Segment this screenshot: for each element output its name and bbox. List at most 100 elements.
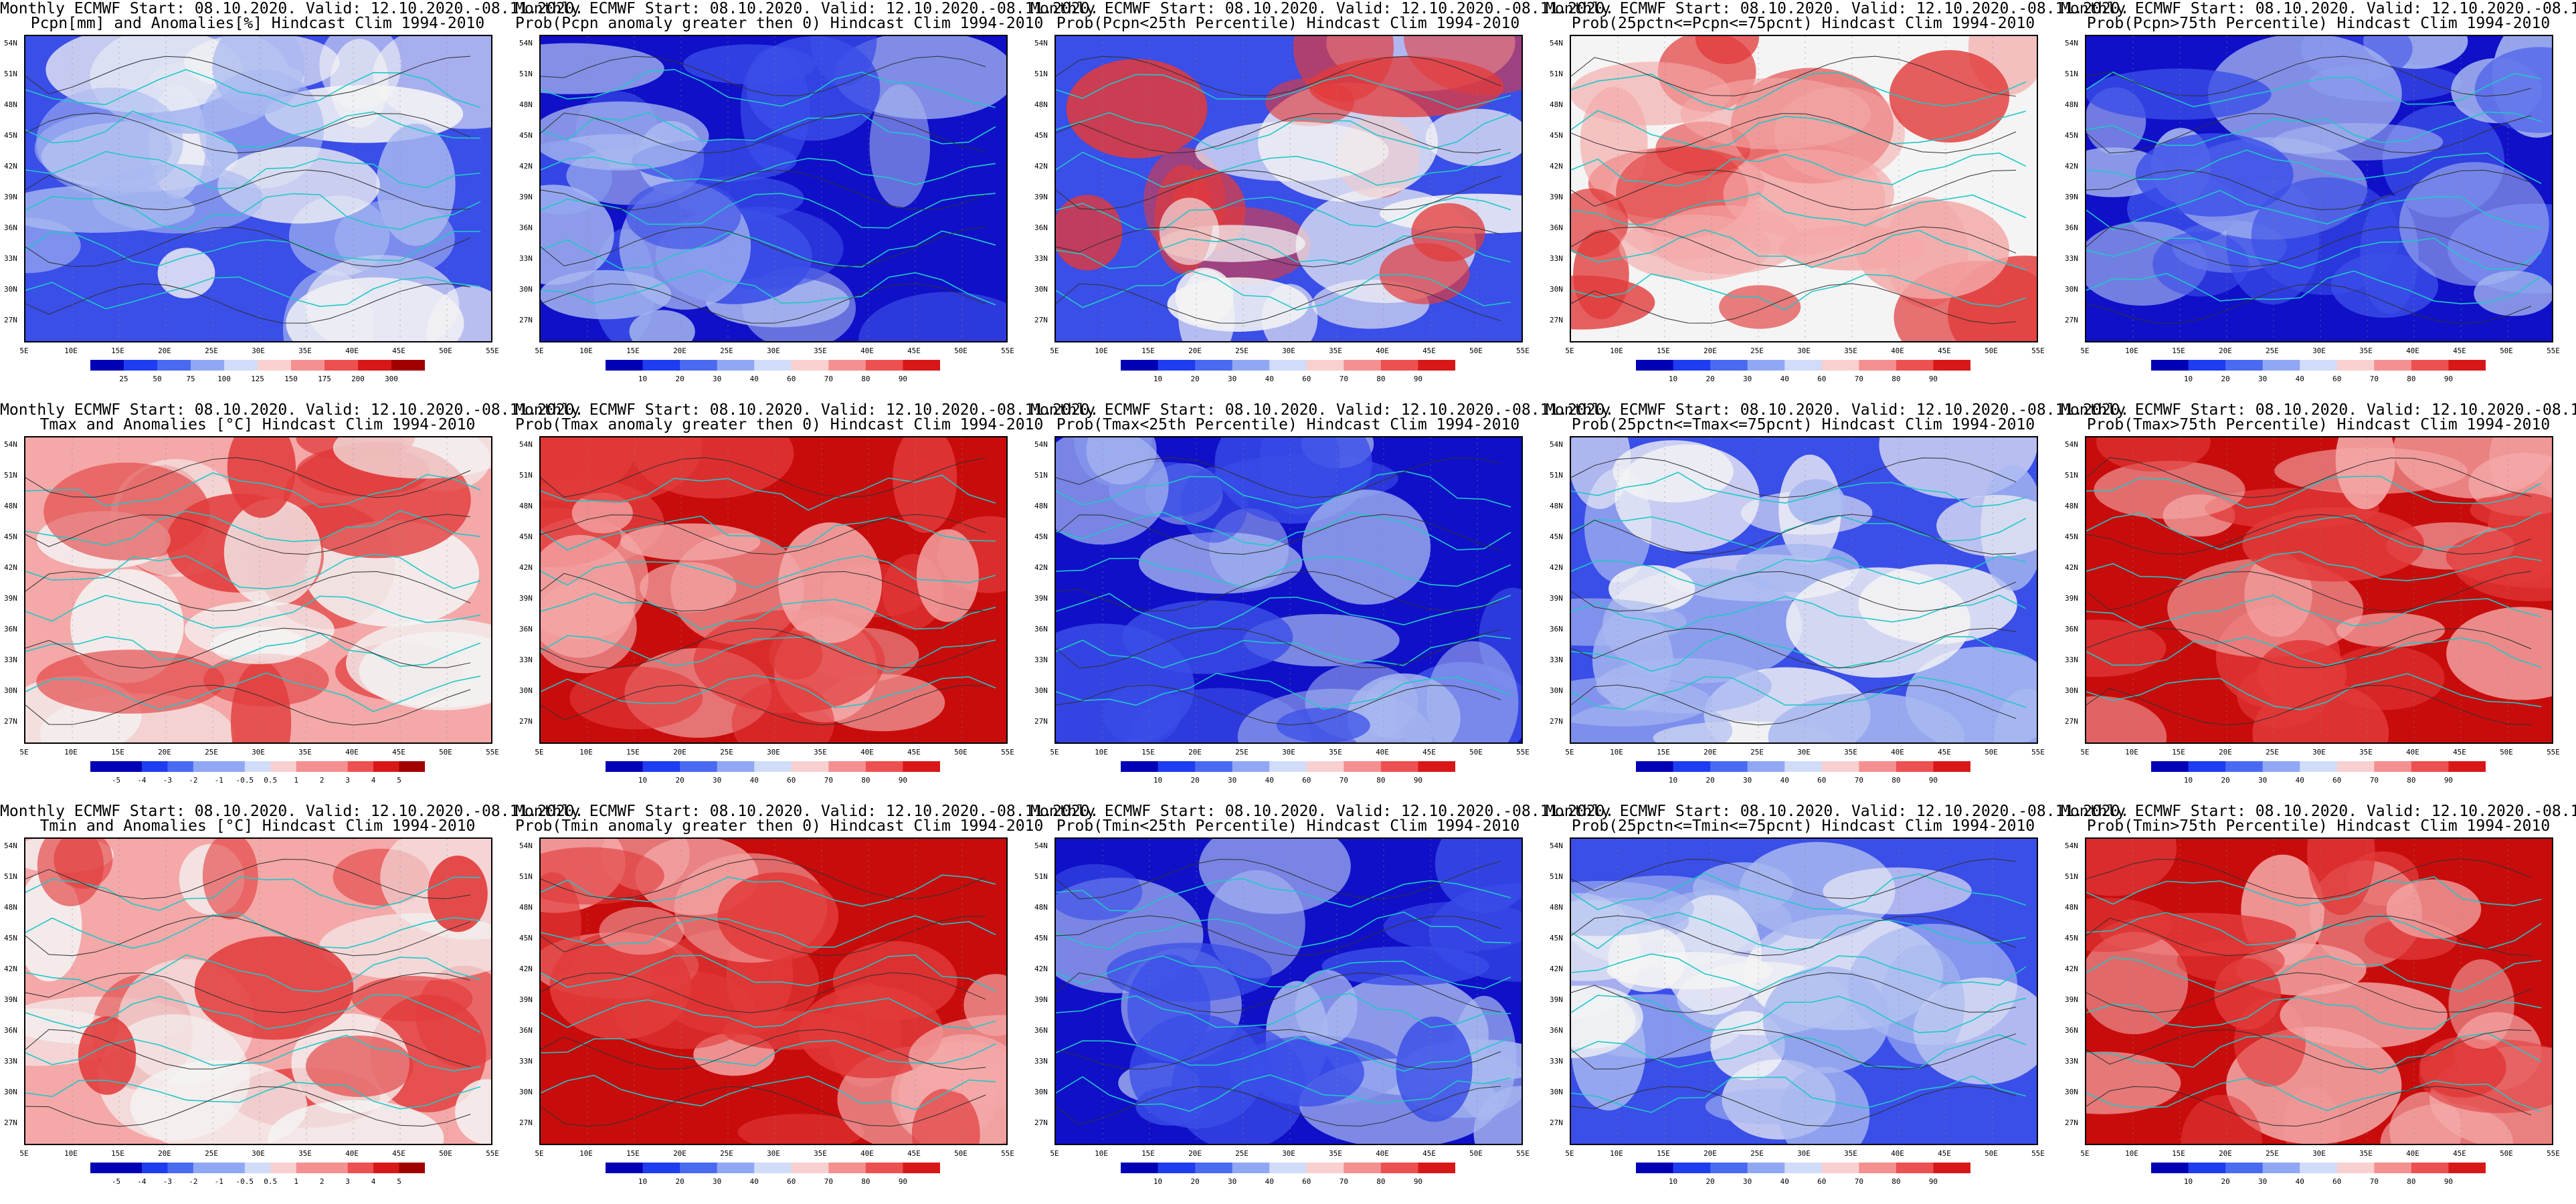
colorbar-label: 0.5 xyxy=(264,776,278,785)
lon-label: 30E xyxy=(252,346,265,355)
lon-label: 50E xyxy=(1469,748,1483,757)
colorbar-segment xyxy=(90,761,116,772)
colorbar-label: 30 xyxy=(2258,375,2268,383)
field-blob xyxy=(2273,122,2444,161)
lon-label: 15E xyxy=(1657,346,1670,355)
panel-title-line1: Monthly ECMWF Start: 08.10.2020. Valid: … xyxy=(515,0,1099,17)
colorbar-segment xyxy=(2151,360,2189,371)
contour-line xyxy=(25,972,471,1013)
colorbar-label: -1 xyxy=(214,1177,223,1186)
lat-label: 27N xyxy=(519,1118,533,1127)
lat-label: 54N xyxy=(1034,841,1048,850)
lat-label: 33N xyxy=(1550,254,1563,263)
lon-label: 40E xyxy=(345,1149,359,1158)
colorbar-segment xyxy=(2225,360,2264,371)
lon-label: 20E xyxy=(673,1149,686,1158)
lon-label: 45E xyxy=(1422,346,1436,355)
colorbar-label: 30 xyxy=(1228,776,1237,785)
colorbar-label: 30 xyxy=(1743,1177,1752,1186)
lon-label: 35E xyxy=(1844,1149,1857,1158)
colorbar-label: 10 xyxy=(1153,776,1163,785)
lat-label: 36N xyxy=(2065,223,2078,232)
lat-label: 54N xyxy=(2065,841,2078,850)
lat-label: 39N xyxy=(519,995,533,1004)
coastline xyxy=(541,915,996,948)
field-blob xyxy=(778,522,883,643)
coastline xyxy=(2086,912,2542,950)
field-blob xyxy=(1889,49,2010,143)
colorbar-label: -2 xyxy=(189,1177,198,1186)
lon-label: 35E xyxy=(2359,748,2373,757)
colorbar-segment xyxy=(373,761,400,772)
lon-label: 50E xyxy=(954,346,968,355)
panel-title-line2: Prob(25pctn<=Pcpn<=75pcnt) Hindcast Clim… xyxy=(1571,15,2035,32)
lat-label: 27N xyxy=(4,717,17,726)
colorbar-segment xyxy=(191,360,225,371)
field-blob xyxy=(768,630,823,680)
colorbar xyxy=(2151,760,2486,775)
lat-label: 42N xyxy=(1034,965,1048,973)
colorbar-label: 80 xyxy=(1892,375,1901,383)
lon-label: 5E xyxy=(535,346,544,355)
coastline xyxy=(1056,112,1511,150)
map-area xyxy=(539,837,1008,1145)
lat-label: 36N xyxy=(519,1026,533,1035)
coastline xyxy=(1056,511,1511,550)
colorbar-label: 20 xyxy=(1190,776,1200,785)
field-blob xyxy=(2380,1103,2513,1144)
lon-label: 25E xyxy=(1750,346,1764,355)
lat-label: 51N xyxy=(4,471,17,480)
colorbar-label: 4 xyxy=(371,1177,376,1186)
contour-line xyxy=(25,283,471,324)
field-blob xyxy=(869,84,931,208)
contour-line xyxy=(1056,113,1501,154)
lon-label: 45E xyxy=(392,346,405,355)
field-blob xyxy=(1127,955,1211,1062)
field-blob xyxy=(1473,1086,1522,1144)
coastline xyxy=(1571,872,2027,910)
contour-line xyxy=(1056,1086,1501,1127)
field-blob xyxy=(916,529,979,622)
lat-label: 30N xyxy=(2065,686,2078,695)
lon-label: 40E xyxy=(2406,1149,2419,1158)
lon-label: 15E xyxy=(1657,1149,1670,1158)
contour-line xyxy=(1056,571,1501,612)
field-blob xyxy=(227,437,296,518)
lon-label: 50E xyxy=(2500,1149,2513,1158)
colorbar-segment xyxy=(606,360,644,371)
contour-line xyxy=(1571,684,2017,726)
panel-title-line2: Prob(Tmax<25th Percentile) Hindcast Clim… xyxy=(1056,416,1520,433)
lon-label: 50E xyxy=(1985,346,1998,355)
colorbar-segment xyxy=(244,1163,271,1173)
lat-label: 45N xyxy=(1034,934,1048,942)
lon-label: 50E xyxy=(1985,1149,1998,1158)
lon-label: 30E xyxy=(1282,748,1295,757)
lat-label: 51N xyxy=(519,872,533,881)
colorbar-label: 60 xyxy=(2332,1177,2342,1186)
map-panel: Monthly ECMWF Start: 08.10.2020. Valid: … xyxy=(2061,0,2576,401)
field-blob xyxy=(268,1100,444,1144)
coastline xyxy=(1571,676,2027,710)
colorbar-segment xyxy=(1710,360,1748,371)
colorbar-segment xyxy=(606,761,644,772)
map-panel: Monthly ECMWF Start: 08.10.2020. Valid: … xyxy=(515,803,1099,1204)
field-blob xyxy=(92,164,264,234)
colorbar-segment xyxy=(2225,1163,2264,1173)
contour-line xyxy=(541,1086,986,1127)
coastline xyxy=(1056,955,1511,989)
coastline xyxy=(25,69,481,108)
lat-label: 30N xyxy=(1034,285,1048,294)
lat-label: 54N xyxy=(4,440,17,449)
contour-line xyxy=(2086,1086,2532,1127)
field-blob xyxy=(1619,214,1771,281)
lat-label: 51N xyxy=(1550,70,1563,78)
lon-label: 25E xyxy=(1750,1149,1764,1158)
colorbar-segment xyxy=(717,1163,755,1173)
contour-line xyxy=(2086,916,2532,957)
field-blob xyxy=(2096,437,2211,472)
colorbar-label: 0.5 xyxy=(264,1177,278,1186)
lon-label: 10E xyxy=(579,346,593,355)
colorbar-segment xyxy=(2262,360,2300,371)
lon-label: 20E xyxy=(2219,1149,2232,1158)
coastline xyxy=(2086,955,2542,993)
